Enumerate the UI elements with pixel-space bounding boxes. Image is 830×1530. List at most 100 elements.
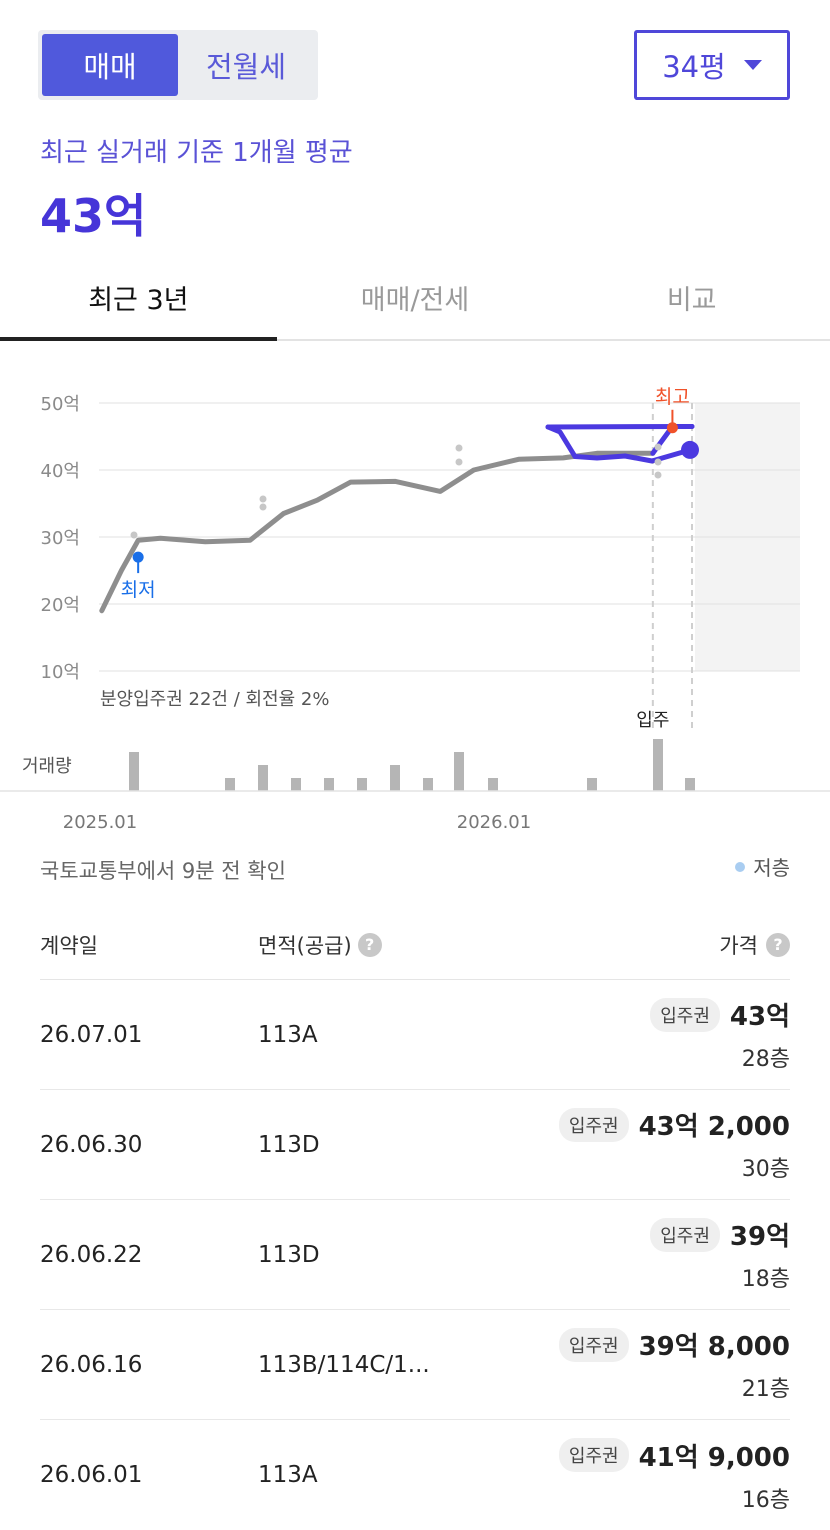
trade-type-toggle: 매매 전월세 (38, 30, 318, 100)
transaction-dot (456, 445, 463, 452)
help-icon[interactable]: ? (766, 933, 790, 957)
volume-bar (685, 778, 695, 791)
y-tick-label: 20억 (41, 595, 80, 616)
row-area: 113B/114C/1... (258, 1352, 558, 1378)
row-floor: 16층 (742, 1482, 790, 1514)
row-area: 113A (258, 1462, 558, 1488)
transaction-dot (260, 496, 267, 503)
current-point (681, 441, 699, 459)
ticket-badge: 입주권 (559, 1328, 629, 1362)
floor-legend: 저층 (735, 852, 790, 881)
transaction-dot (456, 459, 463, 466)
tab-sale-jeonse[interactable]: 매매/전세 (277, 255, 554, 339)
y-tick-label: 40억 (41, 461, 80, 482)
header-price-label: 가격 (719, 930, 758, 960)
y-tick-label: 30억 (41, 528, 80, 549)
volume-label: 거래량 (22, 756, 72, 777)
transaction-dot (131, 532, 138, 539)
volume-bar (423, 778, 433, 791)
row-price: 39억 8,000 (639, 1326, 790, 1363)
header-date: 계약일 (40, 930, 258, 960)
volume-bar (258, 765, 268, 791)
row-date: 26.07.01 (40, 1022, 258, 1048)
help-icon[interactable]: ? (358, 933, 382, 957)
rent-tab-button[interactable]: 전월세 (178, 34, 314, 96)
price-line: 입주권 39억 (650, 1216, 790, 1253)
row-price-cell: 입주권 39억 18층 (558, 1216, 790, 1293)
volume-bar (390, 765, 400, 791)
header-price: 가격 ? (558, 930, 790, 960)
y-tick-label: 50억 (41, 394, 80, 415)
highest-label: 최고 (655, 386, 690, 408)
table-header: 계약일 면적(공급) ? 가격 ? (40, 910, 790, 980)
table-row[interactable]: 26.06.30 113D 입주권 43억 2,000 30층 (40, 1090, 790, 1200)
row-date: 26.06.01 (40, 1462, 258, 1488)
volume-bar (225, 778, 235, 791)
row-area: 113D (258, 1132, 558, 1158)
volume-bar (587, 778, 597, 791)
volume-bar (488, 778, 498, 791)
legend-label: 저층 (753, 852, 790, 881)
table-row[interactable]: 26.07.01 113A 입주권 43억 28층 (40, 980, 790, 1090)
volume-bar (454, 752, 464, 791)
row-date: 26.06.22 (40, 1242, 258, 1268)
volume-bar (324, 778, 334, 791)
move-in-label: 입주 (636, 710, 669, 731)
caret-down-icon (744, 60, 762, 70)
tab-recent-3y[interactable]: 최근 3년 (0, 255, 277, 339)
row-date: 26.06.30 (40, 1132, 258, 1158)
transaction-summary: 분양입주권 22건 / 회전율 2% (100, 689, 329, 710)
volume-bar (653, 739, 663, 791)
table-row[interactable]: 26.06.01 113A 입주권 41억 9,000 16층 (40, 1420, 790, 1530)
price-line: 입주권 43억 (650, 996, 790, 1033)
data-source-text: 국토교통부에서 9분 전 확인 (40, 855, 286, 885)
sale-tab-button[interactable]: 매매 (42, 34, 178, 96)
size-dropdown[interactable]: 34평 (634, 30, 790, 100)
row-price: 43억 (730, 996, 790, 1033)
ticket-badge: 입주권 (650, 1218, 720, 1252)
row-floor: 28층 (742, 1041, 790, 1073)
row-area: 113A (258, 1022, 558, 1048)
highest-marker (667, 422, 678, 433)
lowest-marker (133, 552, 144, 563)
row-floor: 30층 (742, 1151, 790, 1183)
row-price-cell: 입주권 43억 2,000 30층 (558, 1106, 790, 1183)
average-price: 43억 (40, 180, 146, 246)
lowest-label: 최저 (121, 579, 156, 601)
transaction-dot (655, 472, 662, 479)
transaction-dot (655, 444, 662, 451)
ticket-badge: 입주권 (559, 1108, 629, 1142)
size-dropdown-value: 34평 (662, 44, 726, 86)
x-tick-label: 2025.01 (63, 812, 137, 833)
row-price: 39억 (730, 1216, 790, 1253)
x-tick-label: 2026.01 (457, 812, 531, 833)
table-row[interactable]: 26.06.22 113D 입주권 39억 18층 (40, 1200, 790, 1310)
row-price-cell: 입주권 43억 28층 (558, 996, 790, 1073)
low-floor-dot-icon (735, 862, 745, 872)
table-row[interactable]: 26.06.16 113B/114C/1... 입주권 39억 8,000 21층 (40, 1310, 790, 1420)
row-price: 43억 2,000 (639, 1106, 790, 1143)
volume-bar (357, 778, 367, 791)
transaction-dot (260, 504, 267, 511)
price-line: 입주권 41억 9,000 (559, 1437, 790, 1474)
row-price-cell: 입주권 39억 8,000 21층 (558, 1326, 790, 1403)
row-price-cell: 입주권 41억 9,000 16층 (558, 1437, 790, 1514)
y-tick-label: 10억 (41, 662, 80, 683)
volume-bar (129, 752, 139, 791)
price-line-before_move_in (102, 453, 653, 610)
period-tabs: 최근 3년 매매/전세 비교 (0, 255, 830, 341)
ticket-badge: 입주권 (559, 1438, 629, 1472)
row-area: 113D (258, 1242, 558, 1268)
row-date: 26.06.16 (40, 1352, 258, 1378)
price-line-mid (548, 427, 575, 457)
ticket-badge: 입주권 (650, 998, 720, 1032)
volume-bar (291, 778, 301, 791)
average-label: 최근 실거래 기준 1개월 평균 (40, 132, 353, 169)
price-line: 입주권 39억 8,000 (559, 1326, 790, 1363)
row-floor: 21층 (742, 1371, 790, 1403)
header-area-label: 면적(공급) (258, 930, 352, 960)
transactions-table: 계약일 면적(공급) ? 가격 ? 26.07.01 113A 입주권 43억 28층 2… (40, 910, 790, 1530)
transaction-dot (655, 459, 662, 466)
tab-compare[interactable]: 비교 (553, 255, 830, 339)
